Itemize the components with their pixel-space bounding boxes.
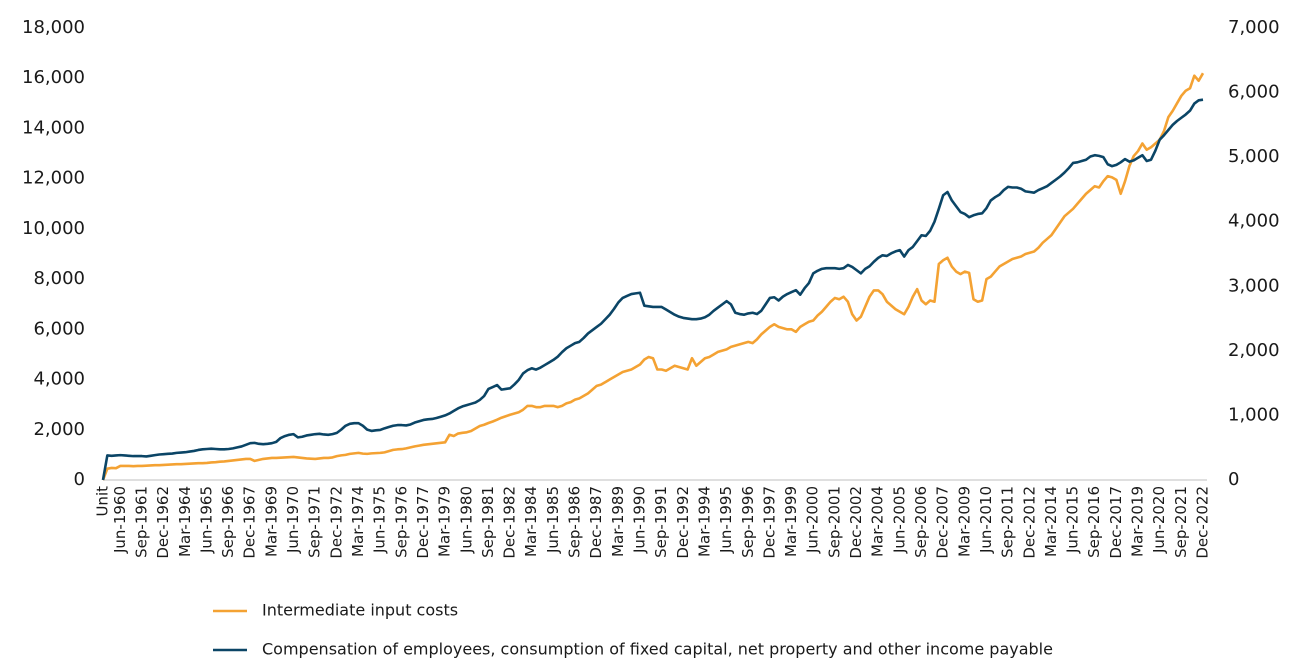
x-tick-label: Mar-2014 bbox=[1042, 486, 1060, 557]
x-tick-label: Jun-1960 bbox=[111, 486, 129, 554]
x-tick-label: Mar-1974 bbox=[349, 486, 367, 557]
x-tick-label: Jun-2020 bbox=[1150, 486, 1168, 554]
legend-label: Intermediate input costs bbox=[262, 601, 458, 620]
x-tick-label: Sep-1986 bbox=[566, 486, 584, 558]
x-tick-label: Mar-1999 bbox=[782, 486, 800, 557]
x-tick-label: Sep-1976 bbox=[392, 486, 410, 558]
x-tick-label: Jun-1965 bbox=[197, 486, 215, 554]
y-tick-label: 10,000 bbox=[22, 218, 85, 239]
y-tick-label: 16,000 bbox=[22, 67, 85, 88]
x-tick-label: Unit bbox=[94, 486, 112, 517]
x-tick-label: Mar-1984 bbox=[522, 486, 540, 557]
x-tick-label: Dec-1967 bbox=[241, 486, 259, 559]
x-tick-label: Mar-2004 bbox=[869, 486, 887, 557]
x-tick-label: Sep-2006 bbox=[912, 486, 930, 558]
x-tick-label: Dec-1962 bbox=[154, 486, 172, 559]
y-tick-label: 8,000 bbox=[33, 268, 85, 289]
x-tick-label: Jun-1990 bbox=[631, 486, 649, 554]
y2-tick-label: 1,000 bbox=[1228, 404, 1280, 425]
legend-label: Compensation of employees, consumption o… bbox=[262, 640, 1053, 659]
x-tick-label: Dec-1977 bbox=[414, 486, 432, 559]
x-tick-label: Mar-2009 bbox=[955, 486, 973, 557]
x-tick-label: Sep-2011 bbox=[999, 486, 1017, 558]
x-tick-label: Sep-1991 bbox=[652, 486, 670, 558]
y-tick-label: 0 bbox=[74, 469, 85, 490]
y2-tick-label: 7,000 bbox=[1228, 17, 1280, 38]
x-tick-label: Dec-2007 bbox=[934, 486, 952, 559]
x-tick-label: Dec-2012 bbox=[1020, 486, 1038, 559]
x-tick-label: Dec-2017 bbox=[1107, 486, 1125, 559]
y2-tick-label: 4,000 bbox=[1228, 211, 1280, 232]
x-tick-label: Jun-2015 bbox=[1064, 486, 1082, 554]
x-tick-label: Dec-1987 bbox=[587, 486, 605, 559]
x-tick-label: Mar-1969 bbox=[262, 486, 280, 557]
x-tick-label: Dec-1972 bbox=[327, 486, 345, 559]
y-tick-label: 2,000 bbox=[33, 419, 85, 440]
x-tick-label: Sep-2001 bbox=[825, 486, 843, 558]
series-line bbox=[101, 72, 1205, 481]
y2-tick-label: 0 bbox=[1228, 469, 1239, 490]
x-tick-label: Dec-2022 bbox=[1194, 486, 1212, 559]
x-tick-label: Jun-1985 bbox=[544, 486, 562, 554]
x-tick-label: Jun-2005 bbox=[890, 486, 908, 554]
x-tick-label: Mar-1964 bbox=[176, 486, 194, 557]
x-tick-label: Jun-1980 bbox=[457, 486, 475, 554]
x-tick-label: Mar-1994 bbox=[695, 486, 713, 557]
x-tick-label: Sep-2016 bbox=[1085, 486, 1103, 558]
y-tick-label: 14,000 bbox=[22, 117, 85, 138]
x-tick-label: Sep-1981 bbox=[479, 486, 497, 558]
y2-tick-label: 3,000 bbox=[1228, 275, 1280, 296]
x-tick-label: Mar-2019 bbox=[1129, 486, 1147, 557]
x-tick-label: Dec-1992 bbox=[674, 486, 692, 559]
x-tick-label: Jun-2000 bbox=[804, 486, 822, 554]
y2-tick-label: 5,000 bbox=[1228, 146, 1280, 167]
y2-tick-label: 6,000 bbox=[1228, 82, 1280, 103]
x-tick-label: Sep-1996 bbox=[739, 486, 757, 558]
x-tick-label: Jun-1970 bbox=[284, 486, 302, 554]
x-tick-label: Mar-1979 bbox=[436, 486, 454, 557]
x-tick-label: Jun-1975 bbox=[371, 486, 389, 554]
y-tick-label: 12,000 bbox=[22, 168, 85, 189]
x-tick-label: Jun-2010 bbox=[977, 486, 995, 554]
x-tick-label: Mar-1989 bbox=[609, 486, 627, 557]
x-tick-label: Sep-1971 bbox=[306, 486, 324, 558]
y-tick-label: 18,000 bbox=[22, 17, 85, 38]
series-line bbox=[101, 98, 1204, 481]
x-tick-label: Dec-2002 bbox=[847, 486, 865, 559]
x-tick-label: Dec-1982 bbox=[501, 486, 519, 559]
y-tick-label: 6,000 bbox=[33, 318, 85, 339]
x-tick-label: Sep-2021 bbox=[1172, 486, 1190, 558]
y2-tick-label: 2,000 bbox=[1228, 340, 1280, 361]
x-tick-label: Jun-1995 bbox=[717, 486, 735, 554]
x-tick-label: Dec-1997 bbox=[760, 486, 778, 559]
x-tick-label: Sep-1961 bbox=[132, 486, 150, 558]
y-tick-label: 4,000 bbox=[33, 369, 85, 390]
x-tick-label: Sep-1966 bbox=[219, 486, 237, 558]
